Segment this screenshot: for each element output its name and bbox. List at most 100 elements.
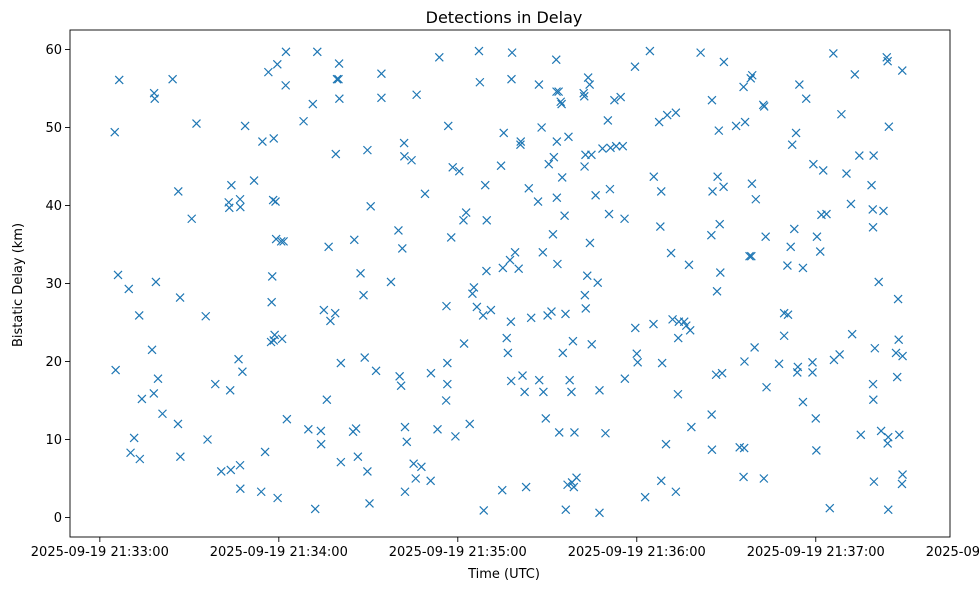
- data-point: [124, 284, 134, 294]
- data-point: [114, 75, 124, 85]
- data-point: [587, 339, 597, 349]
- data-point: [459, 215, 468, 225]
- data-point: [549, 152, 559, 162]
- data-point: [225, 385, 235, 395]
- data-point: [303, 424, 313, 434]
- chart-title: Detections in Delay: [426, 8, 583, 27]
- x-tick-label: 2025-09-19 21:38:00: [926, 545, 979, 560]
- data-point: [399, 151, 409, 161]
- data-point: [565, 375, 575, 385]
- data-point: [396, 381, 406, 391]
- data-point: [835, 350, 845, 359]
- x-tick-label: 2025-09-19 21:34:00: [210, 545, 348, 560]
- data-point: [267, 297, 277, 307]
- data-point: [801, 94, 811, 104]
- data-point: [707, 410, 717, 419]
- y-tick-label: 60: [45, 43, 62, 58]
- data-point: [842, 169, 851, 178]
- data-point: [400, 487, 410, 497]
- data-point: [402, 437, 412, 447]
- data-point: [632, 349, 642, 359]
- data-point: [316, 439, 326, 449]
- data-point: [745, 251, 754, 261]
- data-point: [898, 351, 907, 361]
- data-point: [544, 159, 554, 169]
- data-point: [502, 333, 512, 343]
- data-point: [397, 243, 407, 253]
- data-point: [147, 345, 157, 355]
- data-point: [534, 375, 544, 385]
- data-point: [868, 204, 878, 214]
- data-point: [110, 127, 120, 137]
- data-point: [454, 166, 464, 176]
- data-point: [869, 477, 879, 487]
- data-point: [808, 357, 817, 367]
- data-point: [552, 87, 561, 97]
- data-point: [609, 95, 619, 105]
- data-point: [442, 379, 452, 389]
- data-point: [441, 396, 451, 405]
- data-point: [334, 94, 344, 104]
- data-point: [443, 121, 453, 131]
- data-point: [898, 470, 907, 480]
- data-point: [897, 66, 907, 75]
- data-point: [601, 428, 610, 438]
- data-point: [786, 242, 796, 252]
- data-point: [649, 172, 659, 182]
- data-point: [740, 357, 749, 366]
- data-point: [598, 144, 607, 153]
- data-points: [110, 46, 907, 518]
- data-point: [870, 343, 880, 353]
- data-point: [332, 74, 342, 84]
- data-point: [201, 311, 211, 321]
- data-point: [210, 379, 220, 389]
- data-point: [714, 126, 724, 136]
- data-point: [850, 70, 860, 79]
- data-point: [271, 197, 280, 207]
- data-point: [645, 46, 655, 56]
- data-point: [585, 80, 595, 90]
- data-point: [192, 119, 201, 129]
- data-point: [257, 137, 267, 146]
- data-point: [591, 190, 601, 200]
- data-point: [552, 137, 562, 146]
- data-point: [604, 209, 614, 219]
- x-tick-label: 2025-09-19 21:36:00: [568, 545, 706, 560]
- data-point: [595, 508, 604, 518]
- y-tick-label: 40: [45, 199, 62, 214]
- y-tick-label: 10: [45, 433, 62, 448]
- data-point: [818, 165, 828, 175]
- data-point: [240, 121, 250, 131]
- data-point: [322, 395, 332, 405]
- data-point: [506, 376, 516, 386]
- data-point: [533, 197, 543, 207]
- data-point: [787, 140, 797, 150]
- data-point: [846, 199, 856, 209]
- data-point: [237, 367, 247, 377]
- data-point: [883, 505, 893, 515]
- data-point: [739, 443, 749, 453]
- data-point: [269, 133, 279, 143]
- data-point: [552, 193, 562, 203]
- data-point: [173, 187, 183, 196]
- data-point: [518, 371, 527, 380]
- data-point: [420, 189, 430, 199]
- data-point: [260, 447, 270, 457]
- data-point: [595, 385, 604, 395]
- data-point: [879, 206, 888, 216]
- data-point: [299, 116, 308, 126]
- data-point: [779, 331, 789, 341]
- data-point: [235, 460, 245, 470]
- data-point: [400, 422, 410, 432]
- data-point: [605, 184, 615, 194]
- data-point: [521, 482, 531, 492]
- data-point: [883, 438, 893, 448]
- data-point: [129, 433, 139, 443]
- data-point: [657, 358, 667, 368]
- data-point: [497, 485, 507, 495]
- data-point: [547, 307, 556, 317]
- data-point: [149, 389, 159, 398]
- data-point: [409, 459, 419, 469]
